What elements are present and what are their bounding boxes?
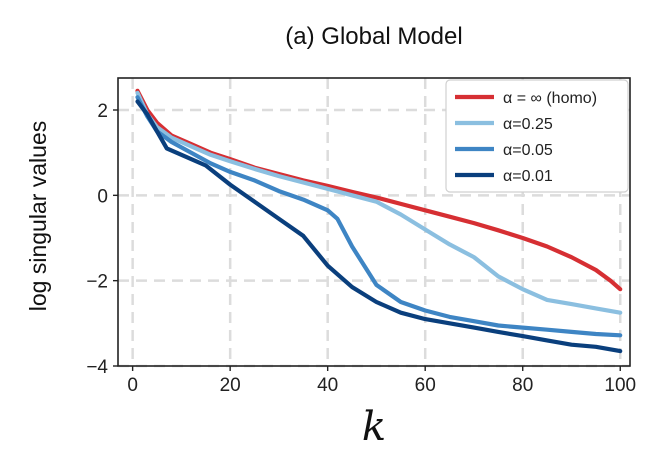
y-axis-label: log singular values: [25, 121, 51, 312]
x-axis-label: k: [362, 404, 386, 444]
x-tick-label: 40: [317, 375, 338, 396]
plot-frame: [117, 77, 631, 367]
y-tick-label: 2: [97, 101, 108, 122]
legend-label: α=0.25: [503, 116, 553, 133]
legend: α = ∞ (homo) α=0.25 α=0.05 α=0.01: [445, 79, 629, 193]
legend-label: α=0.05: [503, 142, 553, 159]
series-lines: [135, 88, 623, 354]
y-tick-label: −2: [86, 272, 108, 293]
chart-title: (a) Global Model: [285, 23, 462, 50]
x-tick-label: 60: [415, 375, 436, 396]
legend-label: α=0.01: [503, 168, 553, 185]
legend-label: α = ∞ (homo): [503, 90, 597, 107]
series-line-1: [135, 90, 623, 315]
y-tick-label: −4: [86, 357, 108, 378]
x-tick-label: 20: [220, 375, 241, 396]
x-tick-label: 100: [604, 375, 636, 396]
series-line-3: [135, 99, 623, 354]
series-line-2: [135, 95, 623, 338]
x-tick-label: 0: [127, 375, 138, 396]
y-tick-label: 0: [97, 186, 108, 207]
x-tick-label: 80: [512, 375, 533, 396]
legend-box: [445, 79, 629, 193]
